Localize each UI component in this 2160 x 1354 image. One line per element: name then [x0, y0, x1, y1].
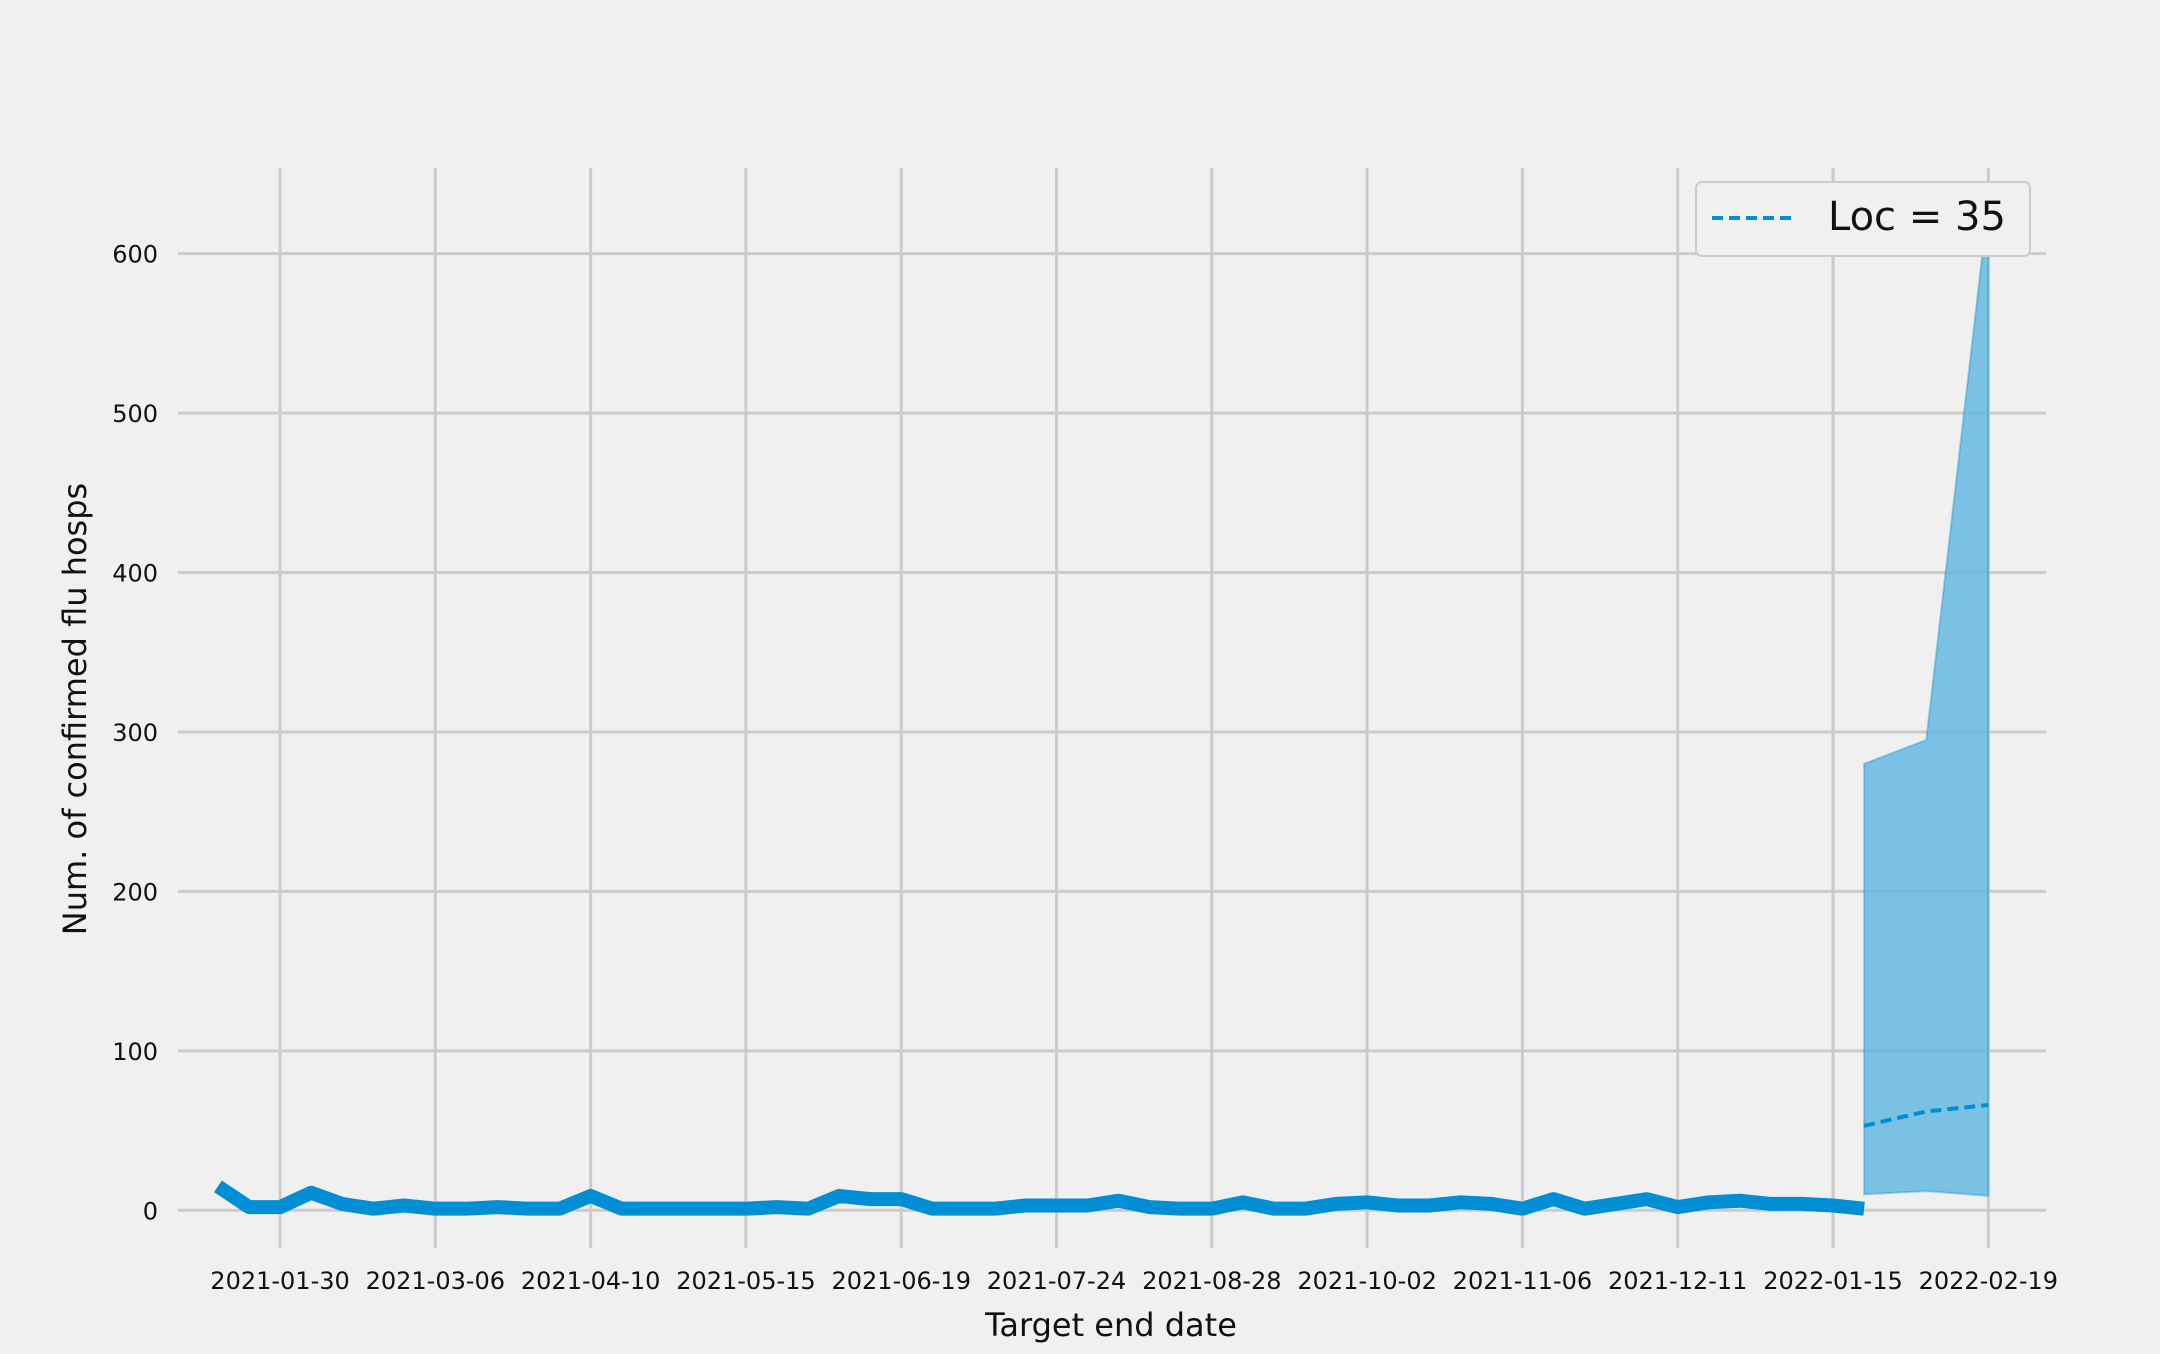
series-layer — [214, 1103, 1989, 1216]
x-tick-label: 2021-04-10 — [521, 1267, 660, 1295]
y-tick-label: 600 — [112, 241, 158, 269]
y-axis-label: Num. of confirmed flu hosps — [56, 483, 94, 935]
y-tick-label: 300 — [112, 719, 158, 747]
y-tick-label: 500 — [112, 400, 158, 428]
y-tick-label: 0 — [143, 1197, 158, 1225]
x-tick-label: 2022-02-19 — [1919, 1267, 2058, 1295]
x-tick-label: 2021-03-06 — [366, 1267, 505, 1295]
x-tick-label: 2021-07-24 — [987, 1267, 1126, 1295]
forecast-median-line — [1863, 1103, 1989, 1128]
x-tick-label: 2021-05-15 — [676, 1267, 815, 1295]
x-tick-label: 2021-11-06 — [1453, 1267, 1592, 1295]
x-tick-label: 2021-08-28 — [1142, 1267, 1281, 1295]
x-tick-label: 2021-01-30 — [210, 1267, 349, 1295]
prediction-interval-band — [1863, 202, 1990, 1198]
y-tick-label: 400 — [112, 560, 158, 588]
y-tick-label: 200 — [112, 878, 158, 906]
x-tick-label: 2021-06-19 — [831, 1267, 970, 1295]
observed-line — [214, 1180, 1865, 1216]
legend-box — [1695, 181, 2031, 257]
prediction-band-layer — [1863, 202, 1990, 1198]
legend: Loc = 35 — [1695, 181, 2031, 257]
x-tick-label: 2021-12-11 — [1608, 1267, 1747, 1295]
tick-labels: 0 100 200 300 400 500 600 2021-01-30 2021-03-06 2… — [112, 241, 2058, 1295]
x-axis-label: Target end date — [984, 1306, 1237, 1344]
y-tick-label: 100 — [112, 1038, 158, 1066]
x-tick-label: 2022-01-15 — [1763, 1267, 1902, 1295]
x-tick-label: 2021-10-02 — [1297, 1267, 1436, 1295]
legend-entry-label: Loc = 35 — [1828, 194, 2006, 240]
